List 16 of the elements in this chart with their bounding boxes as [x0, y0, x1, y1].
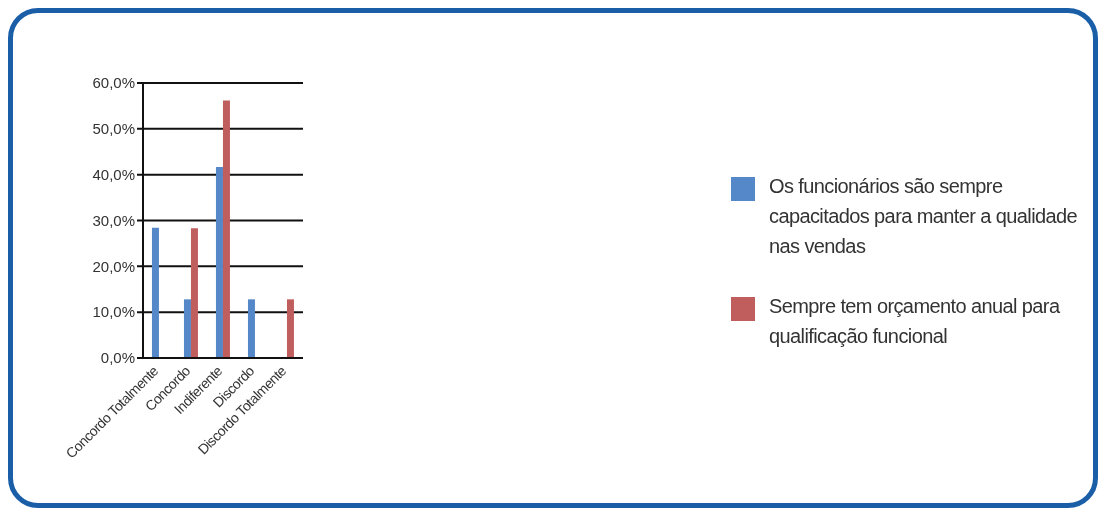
- bar: [247, 299, 255, 358]
- y-tick-label: 50,0%: [92, 120, 135, 138]
- y-tick-label: 60,0%: [92, 74, 135, 92]
- bar: [190, 228, 198, 358]
- legend-label: Os funcionários são sempre capacitados para manter a qualidade nas vendas: [769, 173, 1079, 259]
- bar: [222, 100, 230, 358]
- y-tick-label: 20,0%: [92, 257, 135, 275]
- legend-label: Sempre tem orçamento anual para qualificação funcional: [769, 293, 1061, 349]
- y-tick-label: 40,0%: [92, 165, 135, 183]
- bar: [183, 299, 191, 358]
- bar: [215, 166, 223, 358]
- y-tick-label: 30,0%: [92, 211, 135, 229]
- bar: [286, 299, 294, 358]
- y-tick-label: 0,0%: [100, 349, 135, 367]
- bar: [151, 227, 159, 358]
- y-tick-label: 10,0%: [92, 303, 135, 321]
